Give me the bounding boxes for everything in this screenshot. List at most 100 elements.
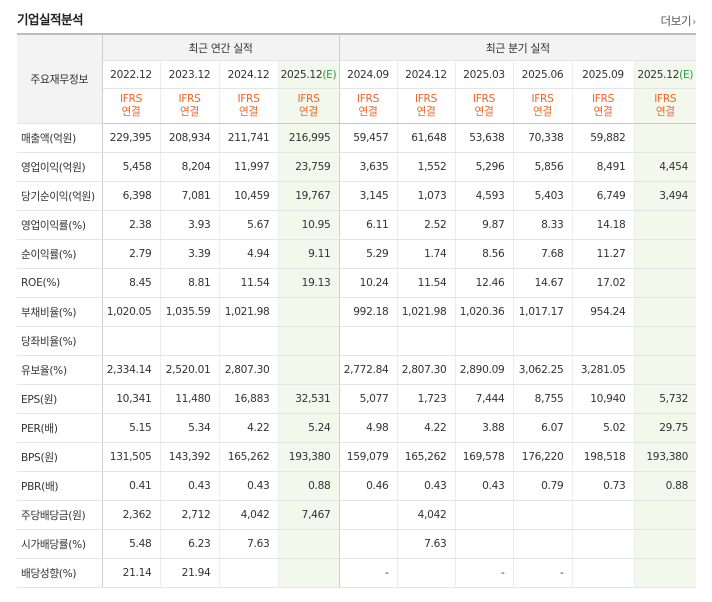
table-cell: 0.88 <box>277 471 339 501</box>
table-cell: 0.73 <box>571 471 634 501</box>
table-cell: 5,403 <box>512 181 572 211</box>
table-cell: 4.94 <box>218 239 278 269</box>
table-cell: 4,593 <box>454 181 513 211</box>
consolidated-label: 연결 <box>593 106 613 118</box>
table-cell <box>633 355 697 385</box>
table-row: 배당성향(%) 21.14 21.94- - - <box>17 558 697 588</box>
table-cell: 19,767 <box>277 181 339 211</box>
table-cell: 23,759 <box>277 152 339 182</box>
table-cell: 17.02 <box>571 268 634 298</box>
table-cell <box>338 500 397 530</box>
table-cell: 193,380 <box>633 442 697 472</box>
table-cell: 0.43 <box>454 471 513 501</box>
table-cell: 11,480 <box>159 384 219 414</box>
table-cell: 1,021.98 <box>396 297 455 327</box>
consolidated-label: 연결 <box>655 106 675 118</box>
table-row: BPS(원) 131,505 143,392 165,262 193,380 159,07… <box>17 442 697 472</box>
table-cell: 19.13 <box>277 268 339 298</box>
table-cell: 8.33 <box>512 210 572 240</box>
table-cell: 2,807.30 <box>218 355 278 385</box>
period-header: 2023.12 <box>159 60 219 89</box>
table-cell: 53,638 <box>454 123 513 153</box>
table-cell <box>396 558 455 588</box>
table-cell <box>633 210 697 240</box>
table-cell: 992.18 <box>338 297 397 327</box>
period-label: 2025.12 <box>280 68 323 81</box>
table-cell: 0.43 <box>218 471 278 501</box>
ifrs-label: IFRS <box>119 93 143 105</box>
table-cell: 4.22 <box>396 413 455 443</box>
table-cell <box>454 529 513 559</box>
table-cell: 1,035.59 <box>159 297 219 327</box>
table-cell: 1,020.36 <box>454 297 513 327</box>
table-cell: 143,392 <box>159 442 219 472</box>
period-header: 2024.09 <box>338 60 397 89</box>
estimate-marker: (E) <box>322 68 337 81</box>
table-cell: 6.11 <box>338 210 397 240</box>
table-row: ROE(%) 8.45 8.81 11.54 19.13 10.24 11.54 12.46 1… <box>17 268 697 298</box>
table-cell <box>454 326 513 356</box>
table-cell: 954.24 <box>571 297 634 327</box>
table-cell: 1.74 <box>396 239 455 269</box>
table-cell: 61,648 <box>396 123 455 153</box>
period-label: 2024.09 <box>347 68 389 81</box>
table-cell: 0.43 <box>159 471 219 501</box>
table-cell: 32,531 <box>277 384 339 414</box>
table-cell: 12.46 <box>454 268 513 298</box>
more-link[interactable]: 더보기› <box>660 13 696 29</box>
ifrs-label: IFRS <box>356 93 380 105</box>
table-row: 매출액(억원) 229,395 208,934 211,741 216,995 59,45… <box>17 123 697 153</box>
table-cell: - <box>454 558 513 588</box>
table-cell: 14.67 <box>512 268 572 298</box>
table-cell: 8,491 <box>571 152 634 182</box>
table-cell <box>633 326 697 356</box>
chevron-right-icon: › <box>692 17 696 28</box>
table-cell: 10,459 <box>218 181 278 211</box>
table-cell: 2,807.30 <box>396 355 455 385</box>
row-label: 영업이익(억원) <box>17 152 103 182</box>
period-header: 2024.12 <box>218 60 278 89</box>
ifrs-header: IFRS 연결 <box>218 88 278 124</box>
table-cell <box>633 500 697 530</box>
table-cell: 11.54 <box>396 268 455 298</box>
table-cell: 193,380 <box>277 442 339 472</box>
consolidated-label: 연결 <box>121 106 141 118</box>
financial-summary-table: 주요재무정보 최근 연간 실적 최근 분기 실적 2022.12 2023.12 2… <box>17 33 697 588</box>
ifrs-label: IFRS <box>472 93 496 105</box>
period-label: 2025.03 <box>463 68 505 81</box>
table-cell <box>277 297 339 327</box>
table-cell: 10,940 <box>571 384 634 414</box>
table-cell: 2,334.14 <box>102 355 160 385</box>
table-cell: 2,362 <box>102 500 160 530</box>
estimate-marker: (E) <box>679 68 694 81</box>
row-label: 영업이익률(%) <box>17 210 103 240</box>
row-label: BPS(원) <box>17 442 103 472</box>
table-cell: 29.75 <box>633 413 697 443</box>
table-cell: 0.88 <box>633 471 697 501</box>
table-cell: 216,995 <box>277 123 339 153</box>
period-header: 2025.09 <box>571 60 634 89</box>
table-row: 당좌비율(%) <box>17 326 697 356</box>
table-cell: 3,281.05 <box>571 355 634 385</box>
table-cell: - <box>338 558 397 588</box>
table-cell: 6,749 <box>571 181 634 211</box>
table-cell <box>277 355 339 385</box>
ifrs-label: IFRS <box>237 93 260 105</box>
section-title: 기업실적분석 <box>17 12 84 27</box>
table-cell: 5,296 <box>454 152 513 182</box>
row-label: PBR(배) <box>17 471 103 501</box>
period-header: 2024.12 <box>396 60 455 89</box>
table-row: 유보율(%) 2,334.14 2,520.01 2,807.30 2,772.84 2,… <box>17 355 697 385</box>
table-cell: 2.79 <box>102 239 160 269</box>
table-cell: 7,081 <box>159 181 219 211</box>
period-header: 2025.03 <box>454 60 513 89</box>
ifrs-label: IFRS <box>178 93 201 105</box>
table-cell: 8,755 <box>512 384 572 414</box>
table-cell: 59,882 <box>571 123 634 153</box>
table-cell <box>338 529 397 559</box>
table-cell: 2,772.84 <box>338 355 397 385</box>
table-row: 주당배당금(원) 2,362 2,712 4,042 7,467 4,042 <box>17 500 697 530</box>
table-cell: 11.54 <box>218 268 278 298</box>
table-cell: 6,398 <box>102 181 160 211</box>
table-cell: 169,578 <box>454 442 513 472</box>
